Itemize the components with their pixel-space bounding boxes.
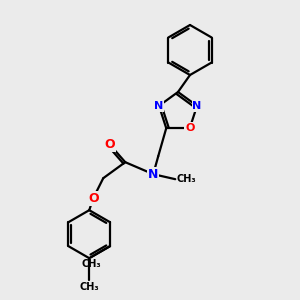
Text: O: O — [185, 123, 194, 133]
Text: O: O — [88, 192, 99, 205]
Text: N: N — [148, 168, 158, 181]
Text: N: N — [192, 101, 202, 111]
Text: O: O — [104, 138, 115, 151]
Text: N: N — [154, 101, 164, 111]
Text: CH₃: CH₃ — [81, 259, 101, 269]
Text: CH₃: CH₃ — [176, 174, 196, 184]
Text: CH₃: CH₃ — [80, 282, 99, 292]
